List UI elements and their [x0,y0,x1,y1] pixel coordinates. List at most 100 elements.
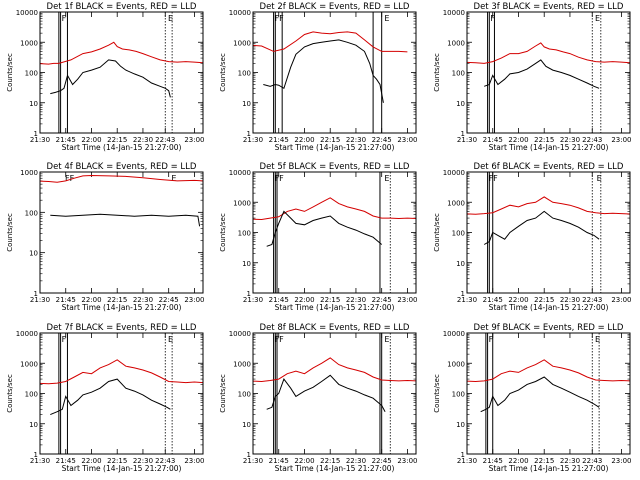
x-tick-label: 22:43 [582,457,602,465]
y-axis-label: Counts/sec [433,53,441,92]
x-tick-label: 22:15 [534,457,554,465]
y-tick-label: 1 [34,290,38,298]
marker-letter: E [384,14,389,23]
y-tick-label: 100 [25,70,38,78]
panel-title: Det 7f BLACK = Events, RED = LLD [47,323,197,333]
series-line-lld [253,31,408,53]
x-tick-label: 21:45 [56,457,76,465]
y-axis-label: Counts/sec [433,213,441,252]
plot-frame [252,171,417,294]
x-tick-label: 23:00 [611,296,631,304]
x-tick-label: 22:15 [320,136,340,144]
marker-letter: F [489,335,494,344]
x-tick-label: 22:30 [346,296,366,304]
y-tick-label: 10000 [443,169,465,177]
x-tick-label: 23:00 [184,296,204,304]
x-axis-label: Start Time (14-Jan-15 21:27:00) [489,143,609,152]
x-tick-label: 22:45 [372,296,392,304]
x-tick-label: 21:45 [483,457,503,465]
y-tick-label: 100 [452,391,465,399]
plot-frame [39,171,204,294]
x-tick-label: 22:00 [294,457,314,465]
marker-letter: FF [275,335,285,344]
x-tick-label: 22:15 [107,296,127,304]
panel-title: Det 8f BLACK = Events, RED = LLD [260,323,410,333]
series-line-events [266,374,386,412]
series-line-events [263,39,384,103]
x-tick-label: 21:30 [243,457,263,465]
y-tick-label: 10000 [443,9,465,17]
series-line-events [266,210,383,247]
x-tick-label: 22:30 [346,457,366,465]
x-tick-label: 21:30 [30,136,50,144]
marker-letter: E [171,174,176,183]
y-axis-label: Counts/sec [6,213,14,252]
y-tick-label: 100 [452,230,465,238]
x-axis-label: Start Time (14-Jan-15 21:27:00) [489,303,609,312]
x-tick-label: 23:00 [611,457,631,465]
series-line-lld [253,357,416,383]
x-tick-label: 22:00 [508,296,528,304]
marker-letter: F [62,335,67,344]
x-tick-label: 21:45 [56,296,76,304]
marker-letter: E [384,335,389,344]
y-tick-label: 1000 [233,360,251,368]
x-tick-label: 23:00 [397,457,417,465]
x-tick-label: 22:45 [372,136,392,144]
plot-frame [466,171,631,294]
y-tick-label: 10000 [229,9,251,17]
x-tick-label: 22:00 [81,457,101,465]
y-tick-label: 1000 [447,39,465,47]
y-tick-label: 1 [34,451,38,459]
panel-title: Det 1f BLACK = Events, RED = LLD [47,2,197,12]
panel-title: Det 6f BLACK = Events, RED = LLD [474,162,624,172]
series-line-lld [467,359,630,383]
x-tick-label: 21:30 [30,296,50,304]
marker-letter: F [490,14,495,23]
series-line-events [50,213,201,227]
panel-3: Det 3f BLACK = Events, RED = LLD Counts/s… [433,2,632,152]
series-line-lld [253,197,416,221]
marker-letter: FF [275,14,285,23]
y-tick-label: 1 [247,130,251,138]
panel-title: Det 3f BLACK = Events, RED = LLD [474,2,624,12]
x-tick-label: 21:45 [483,296,503,304]
y-axis-label: Counts/sec [219,53,227,92]
y-tick-label: 100 [238,391,251,399]
x-tick-label: 22:15 [534,136,554,144]
y-tick-label: 10 [456,260,465,268]
series-line-lld [40,359,203,385]
panel-9: Det 9f BLACK = Events, RED = LLD Counts/s… [433,323,632,473]
x-tick-label: 22:43 [582,136,602,144]
y-tick-label: 10000 [229,330,251,338]
x-axis-label: Start Time (14-Jan-15 21:27:00) [275,143,395,152]
y-tick-label: 10000 [229,169,251,177]
panel-title: Det 2f BLACK = Events, RED = LLD [260,2,410,12]
y-tick-label: 1000 [20,169,38,177]
y-tick-label: 1 [461,130,465,138]
panel-1: Det 1f BLACK = Events, RED = LLD Counts/s… [6,2,205,152]
x-tick-label: 22:15 [320,296,340,304]
x-tick-label: 21:45 [483,136,503,144]
y-tick-label: 10 [456,421,465,429]
panel-title: Det 5f BLACK = Events, RED = LLD [260,162,410,172]
y-tick-label: 10 [242,100,251,108]
x-tick-label: 21:30 [457,457,477,465]
x-tick-label: 22:45 [159,296,179,304]
marker-letter: E [168,335,173,344]
x-tick-label: 22:43 [582,296,602,304]
y-tick-label: 100 [452,70,465,78]
x-tick-label: 23:00 [397,296,417,304]
series-line-events [483,210,600,245]
y-tick-label: 10 [242,260,251,268]
plot-frame [466,11,631,134]
x-tick-label: 22:00 [81,136,101,144]
marker-letter: E [384,174,389,183]
x-tick-label: 21:30 [243,296,263,304]
y-tick-label: 1 [34,130,38,138]
x-tick-label: 22:30 [133,457,153,465]
x-tick-label: 22:45 [372,457,392,465]
x-tick-label: 21:45 [269,457,289,465]
x-tick-label: 22:43 [155,136,175,144]
x-tick-label: 22:00 [81,296,101,304]
